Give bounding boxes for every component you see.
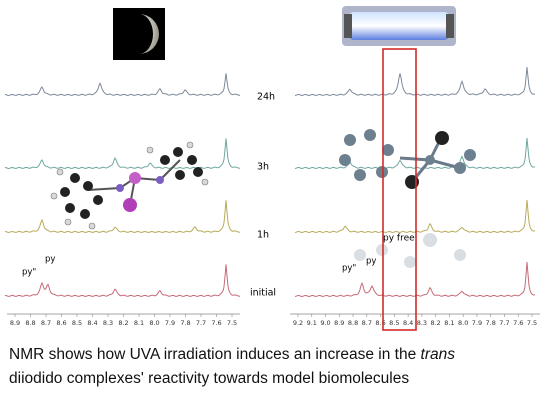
axis-tick-label: 7.6 (211, 319, 221, 327)
series-label: 1h (257, 230, 269, 241)
axis-tick-label: 9.2 (293, 319, 303, 327)
nmr-spectra: 8.9 8.8 8.7 8.6 8.5 8.4 8.3 8.2 8.1 8.0 7.9 7.8 7.7 7… (4, 66, 540, 327)
axis-tick-label: 8.5 (72, 319, 82, 327)
peak-label: py (45, 255, 55, 265)
axis-tick-label: 7.9 (472, 319, 482, 327)
peak-label: py" (342, 264, 356, 274)
spectrum-trace (5, 264, 241, 297)
caption-line: diiodido complexes' reactivity towards m… (9, 370, 410, 387)
molecule-right (339, 129, 476, 268)
series-label: initial (250, 288, 276, 299)
spectrum-trace (294, 261, 536, 298)
peak-label: py (366, 257, 376, 267)
caption-italic: trans (420, 346, 455, 363)
spectrum-trace (4, 138, 241, 170)
axis-tick-label: 8.6 (56, 319, 66, 327)
figure: 8.9 8.8 8.7 8.6 8.5 8.4 8.3 8.2 8.1 8.0 7.9 7.8 7.7 7… (4, 6, 540, 331)
axis-tick-label: 8.8 (25, 319, 35, 327)
axis-tick-label: 8.4 (403, 319, 413, 327)
axis-tick-label: 7.6 (513, 319, 523, 327)
highlight-label: py free (383, 234, 415, 244)
axis-tick-label: 8.9 (10, 319, 20, 327)
axis-tick-label: 7.8 (180, 319, 190, 327)
axis-tick-label: 8.8 (348, 319, 358, 327)
axis-tick-label: 7.5 (227, 319, 237, 327)
spectrum-trace (4, 73, 241, 96)
molecule-left (50, 141, 209, 230)
caption-text: NMR shows how UVA irradiation induces an… (9, 346, 421, 363)
spectrum-trace (294, 199, 536, 234)
uv-lamp (342, 6, 456, 46)
axis-tick-label: 8.4 (87, 319, 97, 327)
peak-label: py" (22, 268, 36, 278)
axis-tick-label: 7.8 (486, 319, 496, 327)
spectrum-trace (4, 200, 241, 233)
series-label: 24h (257, 92, 275, 103)
axis-tick-label: 8.9 (334, 319, 344, 327)
axis-tick-label: 8.1 (444, 319, 454, 327)
axis-tick-label: 8.3 (103, 319, 113, 327)
highlight-box (382, 48, 417, 331)
axis-tick-label: 8.0 (458, 319, 468, 327)
moon-photo (113, 8, 165, 60)
axis-tick-label: 9.1 (307, 319, 317, 327)
axis-tick-label: 8.0 (149, 319, 159, 327)
spectrum-trace (294, 66, 536, 97)
axis-tick-label: 8.6 (375, 319, 385, 327)
axis-tick-label: 7.7 (499, 319, 509, 327)
axis-tick-label: 8.3 (417, 319, 427, 327)
series-label: 3h (257, 162, 269, 173)
caption-line: NMR shows how UVA irradiation induces an… (9, 346, 455, 364)
axis-tick-label: 7.5 (527, 319, 537, 327)
axis-tick-label: 8.7 (41, 319, 51, 327)
spectrum-trace (294, 137, 536, 170)
axis-tick-label: 8.5 (389, 319, 399, 327)
axis-tick-label: 9.0 (320, 319, 330, 327)
axis-tick-label: 8.2 (430, 319, 440, 327)
axis-tick-label: 7.7 (196, 319, 206, 327)
axis-tick-label: 8.7 (362, 319, 372, 327)
axis-tick-label: 8.2 (118, 319, 128, 327)
axis-tick-label: 8.1 (134, 319, 144, 327)
axis-tick-label: 7.9 (165, 319, 175, 327)
